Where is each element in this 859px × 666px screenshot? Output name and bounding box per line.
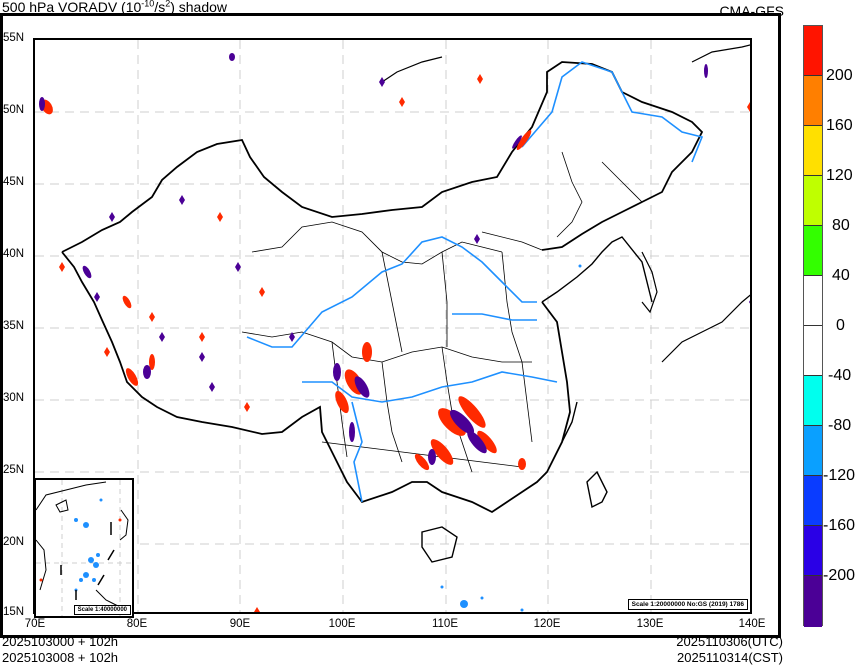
plot-frame bbox=[0, 13, 781, 638]
colorbar-label: -40 bbox=[828, 367, 852, 384]
china-border bbox=[61, 61, 704, 514]
colorbar-label: -200 bbox=[823, 567, 856, 584]
colorbar-label: 0 bbox=[836, 317, 845, 334]
colorbar-label: -80 bbox=[828, 417, 852, 434]
colorbar-segment bbox=[804, 126, 822, 176]
colorbar-label: 40 bbox=[832, 267, 850, 284]
lat-label-45n: 45N bbox=[3, 176, 25, 188]
valid-time-utc: 2025110306(UTC) bbox=[676, 634, 783, 649]
chart-title: 500 hPa VORADV (10-10/s2) shadow bbox=[2, 0, 228, 15]
lon-label-140e: 140E bbox=[738, 618, 766, 630]
lat-label-40n: 40N bbox=[3, 248, 25, 260]
colorbar-segment bbox=[804, 276, 822, 326]
lat-label-35n: 35N bbox=[3, 320, 25, 332]
colorbar-segment bbox=[804, 426, 822, 476]
colorbar-segment bbox=[804, 176, 822, 226]
colorbar-label: 160 bbox=[826, 117, 853, 134]
map-svg bbox=[35, 40, 750, 612]
lon-label-110e: 110E bbox=[431, 618, 459, 630]
lat-label-25n: 25N bbox=[3, 464, 25, 476]
lon-label-100e: 100E bbox=[328, 618, 356, 630]
lat-label-50n: 50N bbox=[3, 104, 25, 116]
lon-label-70e: 70E bbox=[24, 618, 46, 630]
scale-label-inset: Scale 1:40000000 bbox=[73, 605, 131, 615]
colorbar-segment bbox=[804, 526, 822, 576]
colorbar-label: -120 bbox=[823, 467, 856, 484]
valid-time-cst: 2025110314(CST) bbox=[677, 650, 783, 665]
lon-label-120e: 120E bbox=[533, 618, 561, 630]
map-canvas[interactable]: Scale 1:20000000 No:GS (2019) 1786 bbox=[33, 38, 752, 614]
inset-svg bbox=[36, 480, 132, 616]
colorbar bbox=[803, 25, 823, 627]
colorbar-segment bbox=[804, 576, 822, 627]
colorbar-label: 80 bbox=[832, 217, 850, 234]
gridlines bbox=[35, 40, 750, 612]
lat-label-15n: 15N bbox=[3, 606, 25, 618]
lat-label-20n: 20N bbox=[3, 536, 25, 548]
colorbar-label: -160 bbox=[823, 517, 856, 534]
colorbar-segment bbox=[804, 26, 822, 76]
lon-label-130e: 130E bbox=[636, 618, 664, 630]
colorbar-segment bbox=[804, 226, 822, 276]
init-time-cst: 2025103008 + 102h bbox=[2, 650, 119, 665]
colorbar-label: 200 bbox=[826, 67, 853, 84]
offshore-dots bbox=[440, 264, 582, 612]
init-time-utc: 2025103000 + 102h bbox=[2, 634, 119, 649]
colorbar-label: 120 bbox=[826, 167, 853, 184]
inset-map-south-china-sea: Scale 1:40000000 bbox=[34, 478, 134, 618]
colorbar-segment bbox=[804, 376, 822, 426]
colorbar-segment bbox=[804, 76, 822, 126]
colorbar-segment bbox=[804, 326, 822, 376]
lat-label-30n: 30N bbox=[3, 392, 25, 404]
scale-label-main: Scale 1:20000000 No:GS (2019) 1786 bbox=[627, 599, 748, 610]
lat-label-55n: 55N bbox=[3, 32, 25, 44]
shading-diamonds bbox=[59, 74, 750, 612]
shading-negative bbox=[39, 53, 708, 465]
colorbar-segment bbox=[804, 476, 822, 526]
lon-label-90e: 90E bbox=[229, 618, 251, 630]
lon-label-80e: 80E bbox=[126, 618, 148, 630]
